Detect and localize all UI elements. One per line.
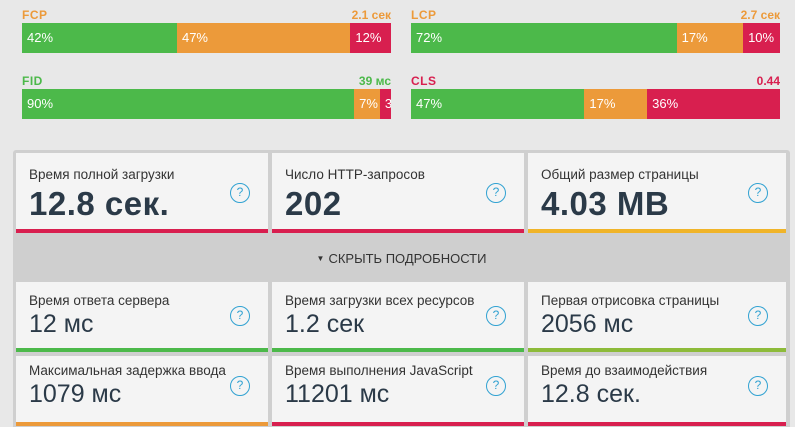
card-label: Время загрузки всех ресурсов xyxy=(285,293,475,308)
detail-card-js-execution: Время выполнения JavaScript 11201 мс ? xyxy=(272,356,524,426)
help-icon[interactable]: ? xyxy=(230,376,250,396)
help-icon[interactable]: ? xyxy=(486,183,506,203)
card-label: Время выполнения JavaScript xyxy=(285,363,473,378)
card-value: 1079 мс xyxy=(29,380,122,408)
metric-name: FID xyxy=(22,74,43,88)
bar-segment: 47% xyxy=(411,89,585,119)
metric-value: 2.7 сек xyxy=(740,8,780,22)
card-value: 12 мс xyxy=(29,310,94,338)
metric-lcp: LCP 2.7 сек 72% 17% 10% xyxy=(411,6,780,53)
status-stripe xyxy=(16,229,268,233)
status-stripe xyxy=(272,348,524,352)
help-icon[interactable]: ? xyxy=(748,183,768,203)
bar-segment: 3 xyxy=(379,89,391,119)
metric-value: 2.1 сек xyxy=(351,8,391,22)
distribution-bar: 42% 47% 12% xyxy=(22,23,391,53)
distribution-bar: 72% 17% 10% xyxy=(411,23,780,53)
card-label: Первая отрисовка страницы xyxy=(541,293,720,308)
metric-name: FCP xyxy=(22,8,48,22)
status-stripe xyxy=(16,348,268,352)
status-stripe xyxy=(528,422,786,426)
detail-card-resources-load: Время загрузки всех ресурсов 1.2 сек ? xyxy=(272,282,524,352)
results-panel: Время полной загрузки 12.8 сек. ? Число … xyxy=(13,150,790,427)
card-label: Максимальная задержка ввода xyxy=(29,363,226,378)
card-value: 4.03 MB xyxy=(541,185,670,222)
bar-segment: 10% xyxy=(743,23,780,53)
help-icon[interactable]: ? xyxy=(748,376,768,396)
metric-name: LCP xyxy=(411,8,437,22)
metric-cls: CLS 0.44 47% 17% 36% xyxy=(411,72,780,119)
bar-segment: 72% xyxy=(411,23,677,53)
detail-card-time-to-interactive: Время до взаимодействия 12.8 сек. ? xyxy=(528,356,786,426)
hide-details-toggle[interactable]: ▼ СКРЫТЬ ПОДРОБНОСТИ xyxy=(13,236,790,281)
status-stripe xyxy=(16,422,268,426)
bar-segment: 90% xyxy=(22,89,355,119)
detail-card-max-input-delay: Максимальная задержка ввода 1079 мс ? xyxy=(16,356,268,426)
help-icon[interactable]: ? xyxy=(748,306,768,326)
help-icon[interactable]: ? xyxy=(230,306,250,326)
card-label: Общий размер страницы xyxy=(541,167,699,182)
status-stripe xyxy=(528,348,786,352)
bar-segment: 7% xyxy=(354,89,380,119)
help-icon[interactable]: ? xyxy=(486,306,506,326)
caret-down-icon: ▼ xyxy=(316,254,325,263)
card-value: 11201 мс xyxy=(285,380,390,408)
toggle-label: СКРЫТЬ ПОДРОБНОСТИ xyxy=(328,251,487,266)
bar-segment: 17% xyxy=(676,23,744,53)
card-label: Время ответа сервера xyxy=(29,293,170,308)
summary-card-page-size: Общий размер страницы 4.03 MB ? xyxy=(528,153,786,233)
bar-segment: 42% xyxy=(22,23,177,53)
card-label: Число HTTP-запросов xyxy=(285,167,425,182)
summary-card-load-time: Время полной загрузки 12.8 сек. ? xyxy=(16,153,268,233)
card-value: 202 xyxy=(285,185,342,222)
metric-fcp: FCP 2.1 сек 42% 47% 12% xyxy=(22,6,391,53)
bar-segment: 17% xyxy=(584,89,648,119)
metric-name: CLS xyxy=(411,74,437,88)
card-label: Время полной загрузки xyxy=(29,167,175,182)
bar-segment: 36% xyxy=(647,89,780,119)
bar-segment: 47% xyxy=(176,23,351,53)
metric-fid: FID 39 мс 90% 7% 3 xyxy=(22,72,391,119)
metric-value: 0.44 xyxy=(756,74,780,88)
distribution-bar: 47% 17% 36% xyxy=(411,89,780,119)
card-value: 12.8 сек. xyxy=(29,185,170,222)
distribution-bar: 90% 7% 3 xyxy=(22,89,391,119)
card-value: 12.8 сек. xyxy=(541,380,641,408)
status-stripe xyxy=(272,229,524,233)
detail-card-first-paint: Первая отрисовка страницы 2056 мс ? xyxy=(528,282,786,352)
metric-value: 39 мс xyxy=(358,74,391,88)
bar-segment: 12% xyxy=(350,23,391,53)
status-stripe xyxy=(272,422,524,426)
card-value: 1.2 сек xyxy=(285,310,365,338)
help-icon[interactable]: ? xyxy=(230,183,250,203)
card-value: 2056 мс xyxy=(541,310,634,338)
summary-card-requests: Число HTTP-запросов 202 ? xyxy=(272,153,524,233)
card-label: Время до взаимодействия xyxy=(541,363,708,378)
status-stripe xyxy=(528,229,786,233)
detail-card-server-response: Время ответа сервера 12 мс ? xyxy=(16,282,268,352)
help-icon[interactable]: ? xyxy=(486,376,506,396)
